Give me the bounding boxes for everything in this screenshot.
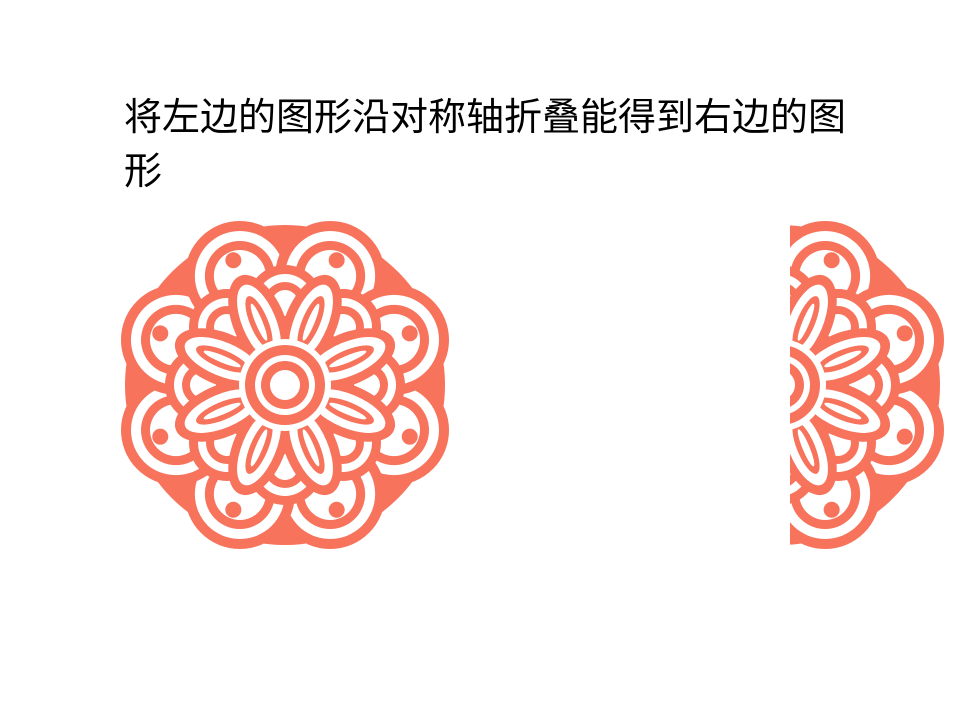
outer-lobe — [680, 439, 790, 549]
inner-ring — [684, 289, 760, 365]
outer-lobe — [616, 285, 726, 395]
center-ring — [790, 340, 826, 430]
inner-ring — [660, 347, 736, 423]
flower-petal — [228, 274, 290, 370]
center-ring — [239, 339, 331, 431]
flower-petal — [711, 266, 797, 378]
flower-petal — [711, 392, 797, 504]
flower-petal — [661, 316, 773, 402]
outer-lobe — [616, 375, 726, 485]
flower-petal — [300, 328, 396, 390]
half-rosette-figure — [616, 220, 945, 550]
flower-petal — [661, 368, 773, 454]
slide-title: 将左边的图形沿对称轴折叠能得到右边的图形 — [124, 95, 847, 193]
outer-lobe — [680, 221, 790, 331]
full-rosette-figure — [120, 220, 450, 550]
inner-ring — [684, 405, 760, 481]
